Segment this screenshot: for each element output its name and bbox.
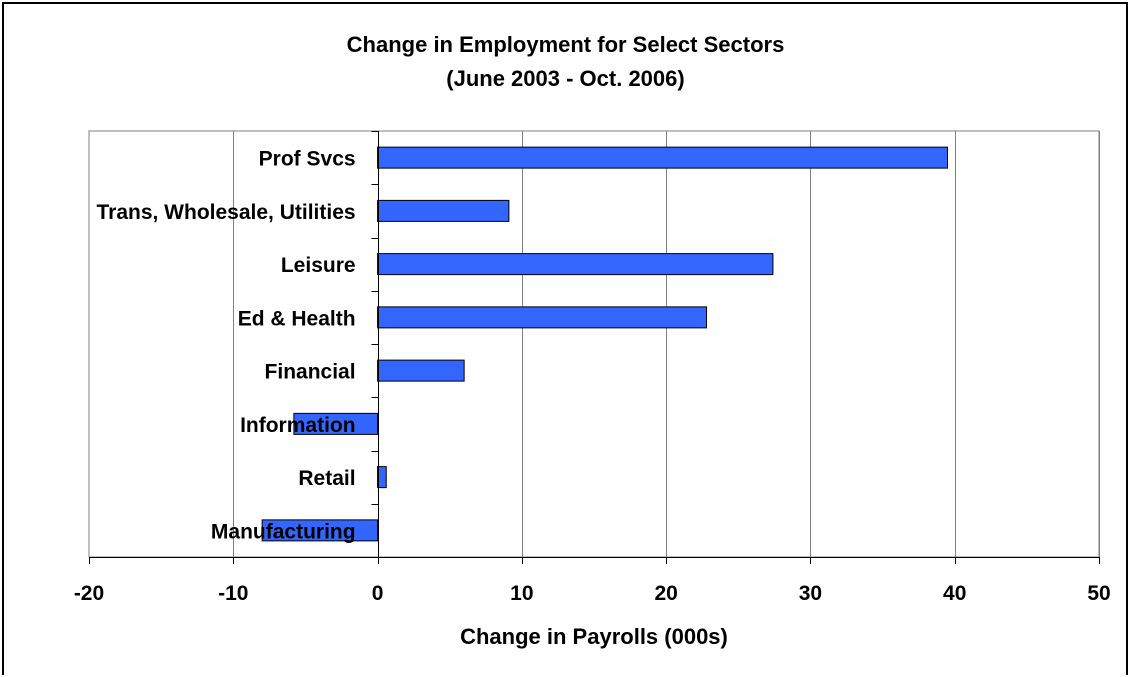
x-tick-label: 30 (799, 582, 822, 605)
chart-title: Change in Employment for Select Sectors (346, 32, 785, 57)
category-label: Financial (265, 361, 356, 384)
y-tick-labels: Prof Svcs Trans, Wholesale, Utilities Leis… (96, 148, 355, 544)
category-label: Leisure (281, 254, 356, 277)
x-tick-label: 10 (510, 582, 533, 605)
bar-leisure (377, 253, 774, 276)
bar-trans-wholesale-utilities (377, 199, 510, 222)
category-label: Retail (298, 467, 355, 490)
category-label: Ed & Health (238, 307, 356, 330)
bar-prof-svcs (377, 146, 949, 169)
bar-ed-health (377, 306, 708, 329)
x-tick-label: 50 (1087, 582, 1110, 605)
bar-information (293, 412, 379, 435)
category-label: Prof Svcs (259, 148, 356, 171)
x-tick-label: 0 (372, 582, 384, 605)
category-label: Manufacturing (211, 520, 356, 543)
bar-financial (377, 359, 465, 382)
category-label: Trans, Wholesale, Utilities (96, 201, 355, 224)
bar-manufacturing (261, 519, 379, 542)
axes (89, 131, 1100, 564)
bar-retail (377, 466, 387, 489)
plot-area (88, 130, 1100, 558)
category-label: Information (240, 414, 356, 437)
bars (261, 146, 949, 542)
x-tick-labels: -20 -10 0 10 20 30 40 50 (74, 582, 1111, 605)
x-tick-label: -10 (218, 582, 248, 605)
x-tick-label: -20 (74, 582, 104, 605)
x-tick-label: 20 (654, 582, 677, 605)
chart-subtitle: (June 2003 - Oct. 2006) (446, 66, 685, 91)
x-axis-title: Change in Payrolls (000s) (460, 624, 728, 649)
x-tick-label: 40 (943, 582, 966, 605)
